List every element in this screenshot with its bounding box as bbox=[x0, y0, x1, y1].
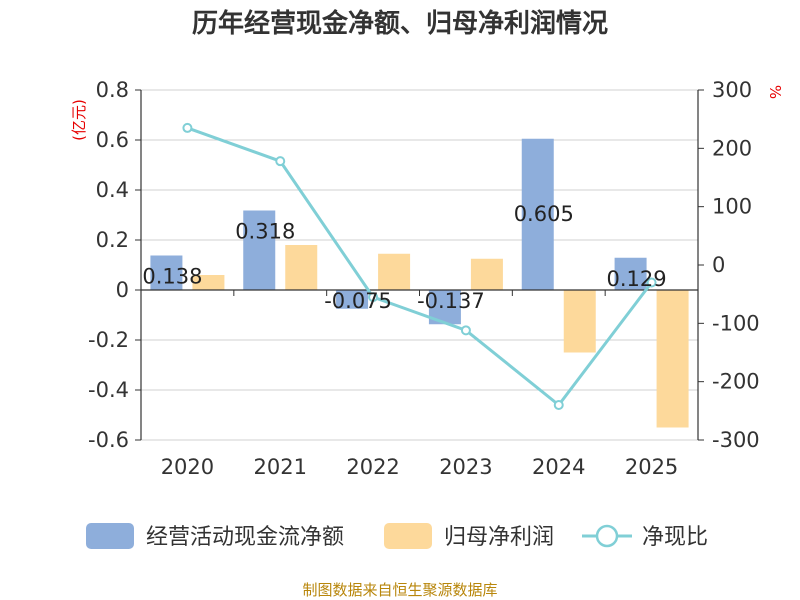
cash-flow-bar bbox=[521, 138, 554, 290]
cash-flow-data-label: 0.605 bbox=[514, 202, 574, 226]
cash-flow-data-label: 0.318 bbox=[235, 220, 295, 244]
cash-flow-bar bbox=[150, 255, 183, 290]
right-tick-label: -300 bbox=[712, 428, 760, 452]
legend-cash-flow-label: 经营活动现金流净额 bbox=[146, 525, 344, 550]
net-cash-ratio-path bbox=[186, 126, 653, 408]
x-tick-label: 2023 bbox=[439, 455, 492, 479]
net-cash-ratio-line bbox=[182, 122, 657, 410]
cash-flow-bars bbox=[150, 138, 647, 325]
right-tick-label: -200 bbox=[712, 370, 760, 394]
x-tick-label: 2020 bbox=[161, 455, 214, 479]
legend-cash-flow-swatch bbox=[86, 523, 134, 549]
legend-net-profit-label: 归母净利润 bbox=[444, 525, 554, 550]
right-tick-label: 0 bbox=[712, 253, 725, 277]
x-tick-label: 2021 bbox=[254, 455, 307, 479]
net-profit-bar bbox=[285, 245, 318, 290]
legend-net-profit-swatch bbox=[384, 523, 432, 549]
left-tick-label: 0 bbox=[116, 278, 129, 302]
right-tick-label: 100 bbox=[712, 195, 752, 219]
left-tick-label: 0.6 bbox=[96, 128, 129, 152]
net-profit-bar bbox=[563, 290, 596, 353]
cash-flow-data-label: 0.129 bbox=[607, 267, 667, 291]
net-cash-ratio-point bbox=[368, 292, 379, 303]
left-tick-label: -0.4 bbox=[88, 378, 129, 402]
cash-flow-data-label: -0.137 bbox=[417, 289, 485, 313]
x-tick-label: 2025 bbox=[625, 455, 678, 479]
cash-flow-bar bbox=[243, 210, 276, 290]
net-profit-bar bbox=[378, 253, 411, 290]
left-tick-label: 0.8 bbox=[96, 78, 129, 102]
legend-ratio-label: 净现比 bbox=[642, 525, 708, 550]
right-tick-label: 200 bbox=[712, 136, 752, 160]
source-note: 制图数据来自恒生聚源数据库 bbox=[302, 581, 497, 599]
legend: 经营活动现金流净额 归母净利润 净现比 bbox=[86, 523, 708, 550]
x-tick-label: 2022 bbox=[346, 455, 399, 479]
net-profit-bar bbox=[470, 258, 503, 290]
right-tick-label: 300 bbox=[712, 78, 752, 102]
right-axis-unit: % bbox=[766, 85, 784, 99]
net-cash-ratio-point bbox=[553, 400, 564, 410]
cash-flow-data-label: 0.138 bbox=[142, 265, 202, 289]
left-tick-label: 0.2 bbox=[96, 228, 129, 252]
x-tick-label: 2024 bbox=[532, 455, 585, 479]
left-tick-label: 0.4 bbox=[96, 178, 129, 202]
left-tick-label: -0.6 bbox=[88, 428, 129, 452]
left-tick-label: -0.2 bbox=[88, 328, 129, 352]
chart-title: 历年经营现金净额、归母净利润情况 bbox=[192, 8, 608, 39]
cash-flow-bar bbox=[336, 290, 369, 309]
net-cash-ratio-point bbox=[460, 325, 471, 336]
cash-flow-bar bbox=[614, 257, 647, 290]
net-profit-bar bbox=[192, 275, 225, 290]
right-tick-label: -100 bbox=[712, 311, 760, 335]
legend-ratio-marker bbox=[595, 524, 619, 548]
net-cash-ratio-point bbox=[275, 156, 286, 167]
net-cash-ratio-point bbox=[182, 122, 193, 133]
axes: 0.8 0.6 0.4 0.2 0 -0.2 -0.4 -0.6 300 200 100 0 -100 -… bbox=[88, 78, 760, 479]
gridlines bbox=[141, 89, 698, 441]
left-axis-unit: (亿元) bbox=[70, 99, 88, 141]
net-profit-bar bbox=[656, 290, 689, 428]
net-cash-ratio-point bbox=[646, 277, 657, 288]
cash-flow-data-label: -0.075 bbox=[324, 289, 392, 313]
data-labels: 0.138 0.318 -0.075 -0.137 0.605 0.129 bbox=[142, 202, 666, 313]
net-profit-bars bbox=[192, 245, 689, 428]
